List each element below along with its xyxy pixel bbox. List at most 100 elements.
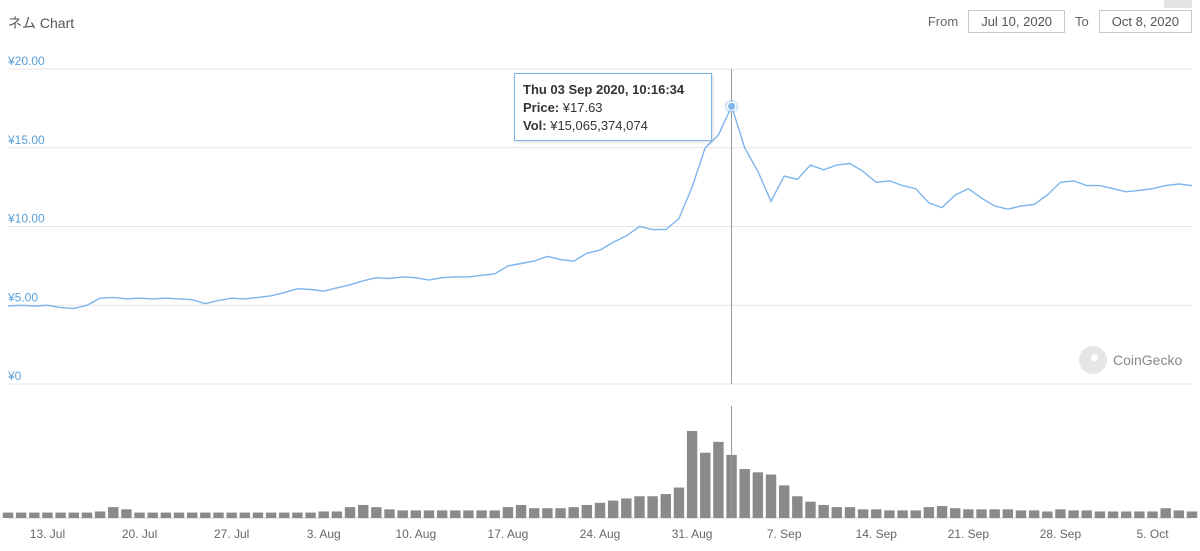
- volume-bar: [1147, 511, 1158, 518]
- volume-bar: [344, 507, 356, 518]
- volume-bar: [700, 452, 711, 518]
- volume-bar: [15, 512, 27, 518]
- tooltip-price-label: Price:: [523, 100, 560, 115]
- to-label: To: [1075, 13, 1089, 29]
- volume-bar: [818, 504, 829, 518]
- y-tick-label: ¥15.00: [7, 133, 45, 147]
- volume-bar: [55, 512, 66, 518]
- volume-bar: [660, 494, 671, 518]
- volume-bar: [568, 507, 579, 518]
- volume-bar: [634, 496, 645, 518]
- volume-bar: [121, 509, 132, 518]
- volume-bar: [357, 504, 369, 518]
- tooltip-vol-value: ¥15,065,374,074: [550, 118, 648, 133]
- volume-bar: [555, 508, 566, 518]
- volume-bar: [647, 496, 658, 518]
- x-tick-label: 21. Sep: [948, 527, 990, 541]
- chart-title: ネム Chart: [8, 15, 75, 31]
- from-date-input[interactable]: Jul 10, 2020: [968, 9, 1066, 33]
- to-date-input[interactable]: Oct 8, 2020: [1098, 9, 1192, 33]
- volume-bar: [42, 512, 53, 518]
- y-tick-label: ¥5.00: [7, 290, 38, 304]
- chart-tooltip: Thu 03 Sep 2020, 10:16:34 Price: ¥17.63 …: [514, 73, 712, 141]
- volume-bar: [923, 507, 935, 518]
- volume-bar: [989, 509, 1000, 518]
- volume-bar: [318, 511, 329, 518]
- volume-bar: [502, 507, 514, 518]
- tooltip-vol-label: Vol:: [523, 118, 547, 133]
- volume-bar: [265, 512, 277, 518]
- volume-bar: [2, 512, 14, 518]
- watermark-text: CoinGecko: [1113, 352, 1183, 368]
- volume-bar: [673, 487, 685, 518]
- volume-bar: [1134, 511, 1145, 518]
- volume-bar: [1068, 510, 1079, 518]
- volume-bar: [292, 512, 303, 518]
- volume-bar: [384, 509, 395, 518]
- volume-bar: [621, 498, 632, 518]
- volume-bar: [739, 469, 750, 518]
- volume-bar: [147, 512, 158, 518]
- volume-bar: [871, 509, 882, 518]
- volume-bar: [752, 472, 764, 518]
- volume-bar: [489, 510, 500, 518]
- volume-bar: [423, 510, 435, 518]
- volume-bar: [239, 512, 251, 518]
- y-tick-label: ¥20.00: [7, 54, 45, 68]
- tooltip-price-row: Price: ¥17.63: [523, 99, 703, 117]
- volume-bar: [792, 496, 803, 518]
- volume-bar: [1081, 510, 1092, 518]
- volume-bar: [1094, 511, 1106, 518]
- volume-bar: [529, 508, 540, 518]
- x-tick-label: 7. Sep: [767, 527, 802, 541]
- volume-bar: [410, 510, 422, 518]
- volume-bar: [1028, 510, 1040, 518]
- volume-bar: [1015, 510, 1027, 518]
- y-tick-label: ¥0: [7, 369, 22, 383]
- volume-bar: [397, 510, 408, 518]
- volume-bar: [436, 510, 448, 518]
- volume-bar: [778, 485, 790, 518]
- volume-bar: [831, 507, 843, 518]
- volume-bar: [1002, 509, 1014, 518]
- x-tick-label: 17. Aug: [488, 527, 529, 541]
- x-tick-label: 24. Aug: [580, 527, 621, 541]
- volume-bar: [68, 512, 79, 518]
- y-tick-label: ¥10.00: [7, 212, 45, 226]
- volume-bar: [976, 509, 987, 518]
- volume-bar: [805, 501, 816, 518]
- volume-bar: [884, 510, 895, 518]
- volume-bar: [226, 512, 237, 518]
- volume-bar: [1107, 511, 1119, 518]
- price-line: [7, 104, 1193, 310]
- volume-bar: [1121, 511, 1132, 518]
- volume-bar: [1173, 510, 1185, 518]
- x-tick-label: 5. Oct: [1137, 527, 1170, 541]
- from-label: From: [927, 13, 959, 29]
- volume-bar: [29, 512, 40, 518]
- volume-bar: [252, 512, 264, 518]
- x-tick-label: 13. Jul: [30, 527, 65, 541]
- volume-bar: [1055, 509, 1066, 518]
- volume-bar: [108, 507, 119, 518]
- volume-bar: [279, 512, 290, 518]
- volume-bar: [949, 508, 961, 518]
- volume-bar: [463, 510, 474, 518]
- volume-bar: [173, 512, 185, 518]
- x-tick-label: 10. Aug: [395, 527, 436, 541]
- volume-bar: [686, 431, 698, 518]
- corner-tab: [1164, 0, 1192, 8]
- volume-bar: [134, 512, 145, 518]
- volume-bar: [844, 507, 856, 518]
- volume-bar: [476, 510, 487, 518]
- tooltip-price-value: ¥17.63: [562, 100, 603, 115]
- volume-bar: [305, 512, 316, 518]
- volume-bar: [936, 506, 948, 518]
- volume-bar: [186, 512, 198, 518]
- volume-bar: [213, 512, 224, 518]
- volume-bar: [1042, 511, 1053, 518]
- volume-bar: [581, 504, 593, 518]
- volume-bar: [897, 510, 908, 518]
- volume-bar: [371, 507, 382, 518]
